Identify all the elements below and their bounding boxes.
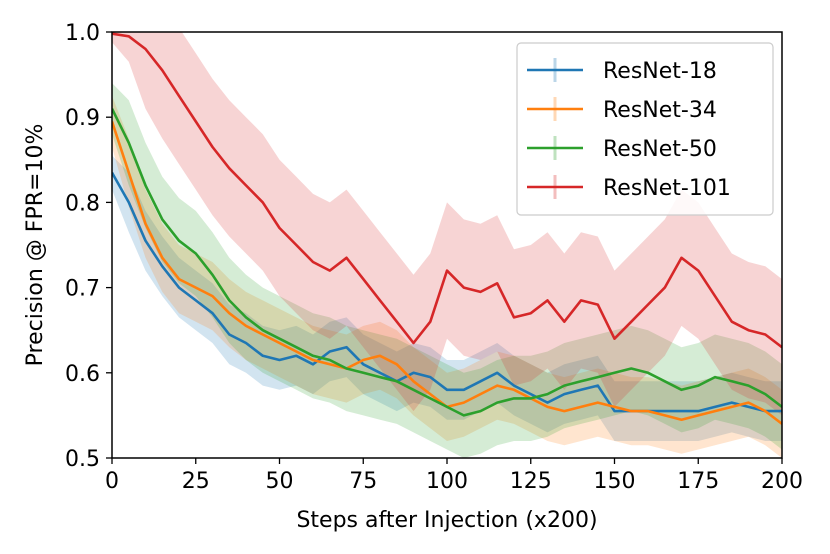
y-axis: 0.5 0.6 0.7 0.8 0.9 1.0 [65, 21, 112, 472]
x-tick-label: 50 [266, 469, 294, 494]
series-line-resnet-18 [112, 171, 782, 413]
error-band-resnet-18 [112, 155, 782, 441]
series-lines [112, 32, 782, 425]
x-tick-label: 75 [349, 469, 377, 494]
error-bands [112, 32, 782, 458]
legend-label-resnet-34: ResNet-34 [603, 98, 717, 123]
x-axis-label: Steps after Injection (x200) [296, 508, 597, 533]
legend-item-resnet-34: ResNet-34 [527, 97, 717, 123]
y-tick-label: 0.7 [65, 277, 100, 302]
y-tick-label: 0.8 [65, 191, 100, 216]
legend-box [516, 42, 774, 216]
y-tick-label: 1.0 [65, 21, 100, 46]
error-band-resnet-101 [112, 32, 782, 416]
legend-item-resnet-101: ResNet-101 [527, 175, 731, 201]
y-axis-label: Precision @ FPR=10% [23, 124, 48, 367]
legend-item-resnet-18: ResNet-18 [527, 58, 717, 84]
y-tick-label: 0.9 [65, 106, 100, 131]
x-tick-label: 200 [761, 469, 803, 494]
legend-label-resnet-50: ResNet-50 [603, 137, 717, 162]
x-tick-label: 125 [510, 469, 552, 494]
y-tick-label: 0.5 [65, 447, 100, 472]
x-tick-label: 25 [182, 469, 210, 494]
legend-label-resnet-18: ResNet-18 [603, 59, 717, 84]
x-tick-label: 175 [677, 469, 719, 494]
x-axis: 0 25 50 75 100 125 150 175 200 [105, 458, 803, 494]
series-line-resnet-101 [112, 32, 782, 349]
x-tick-label: 150 [594, 469, 636, 494]
x-tick-label: 100 [426, 469, 468, 494]
error-band-resnet-34 [112, 95, 782, 458]
legend-item-resnet-50: ResNet-50 [527, 136, 717, 162]
legend-label-resnet-101: ResNet-101 [603, 176, 731, 201]
legend: ResNet-18 ResNet-34 ResNet-50 ResNet-101 [516, 42, 774, 216]
x-tick-label: 0 [105, 469, 119, 494]
y-tick-label: 0.6 [65, 362, 100, 387]
error-band-resnet-50 [112, 83, 782, 458]
series-line-resnet-50 [112, 108, 782, 417]
